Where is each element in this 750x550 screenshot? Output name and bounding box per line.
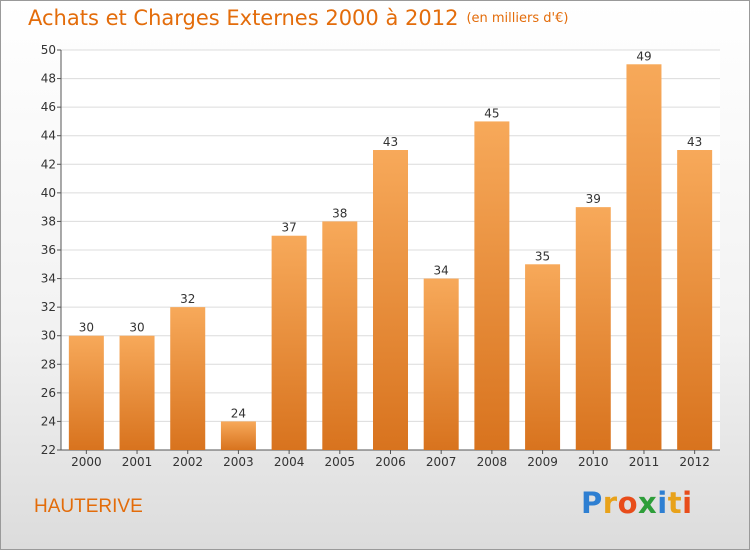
data-label-2011: 49: [636, 49, 651, 63]
y-tick-label: 22: [41, 443, 56, 457]
bar-2007: [423, 278, 459, 450]
x-tick-label-2007: 2007: [426, 455, 457, 469]
x-tick-label-2010: 2010: [578, 455, 609, 469]
x-tick-label-2005: 2005: [325, 455, 356, 469]
bar-2010: [575, 207, 611, 450]
bar-2012: [677, 150, 713, 450]
data-label-2008: 45: [484, 106, 499, 120]
data-label-2003: 24: [231, 406, 246, 420]
y-tick-label: 36: [41, 243, 56, 257]
x-tick-label-2008: 2008: [477, 455, 508, 469]
y-tick-label: 38: [41, 214, 56, 228]
logo-letter: r: [602, 486, 618, 520]
y-tick-label: 34: [41, 272, 56, 286]
logo-letter: t: [667, 486, 683, 520]
chart-unit: (en milliers d'€): [466, 11, 569, 26]
bar-2001: [119, 335, 155, 450]
bar-2004: [271, 235, 307, 450]
y-tick-label: 26: [41, 386, 56, 400]
bar-2009: [525, 264, 561, 450]
bar-2008: [474, 121, 510, 450]
y-tick-label: 28: [41, 357, 56, 371]
y-tick-label: 40: [41, 186, 56, 200]
bar-2000: [68, 335, 104, 450]
logo-letter: o: [617, 486, 639, 520]
y-tick-label: 30: [41, 329, 56, 343]
x-tick-label-2004: 2004: [274, 455, 305, 469]
data-label-2001: 30: [129, 321, 144, 335]
bar-2006: [373, 150, 408, 450]
proxiti-logo: Proxiti: [581, 486, 693, 520]
data-label-2006: 43: [383, 135, 398, 149]
y-tick-label: 48: [41, 72, 56, 86]
y-tick-label: 24: [41, 414, 56, 428]
x-tick-label-2001: 2001: [122, 455, 153, 469]
commune-name: HAUTERIVE: [34, 496, 143, 517]
data-label-2000: 30: [79, 321, 94, 335]
data-label-2005: 38: [332, 206, 347, 220]
bar-2003: [220, 421, 256, 450]
data-label-2002: 32: [180, 292, 195, 306]
logo-letter: P: [581, 486, 603, 520]
data-label-2012: 43: [687, 135, 702, 149]
y-tick-label: 50: [41, 43, 56, 57]
chart-title-text: Achats et Charges Externes 2000 à 2012: [28, 6, 459, 30]
x-tick-label-2006: 2006: [375, 455, 406, 469]
logo-letter: x: [638, 486, 658, 520]
x-tick-label-2009: 2009: [527, 455, 558, 469]
bar-2002: [170, 307, 206, 450]
chart-title: Achats et Charges Externes 2000 à 2012 (e…: [28, 6, 568, 30]
y-tick-label: 46: [41, 100, 56, 114]
data-label-2007: 34: [434, 264, 449, 278]
y-tick-label: 32: [41, 300, 56, 314]
x-tick-label-2011: 2011: [629, 455, 660, 469]
logo-letter: i: [682, 486, 693, 520]
y-tick-label: 44: [41, 129, 56, 143]
logo-letter: i: [657, 486, 668, 520]
x-tick-label-2000: 2000: [71, 455, 102, 469]
bar-2011: [626, 64, 662, 451]
bar-2005: [322, 221, 358, 450]
x-tick-label-2012: 2012: [679, 455, 710, 469]
x-tick-label-2003: 2003: [223, 455, 254, 469]
data-label-2009: 35: [535, 249, 550, 263]
data-label-2010: 39: [586, 192, 601, 206]
x-tick-label-2002: 2002: [172, 455, 203, 469]
data-label-2004: 37: [281, 221, 296, 235]
y-tick-label: 42: [41, 157, 56, 171]
